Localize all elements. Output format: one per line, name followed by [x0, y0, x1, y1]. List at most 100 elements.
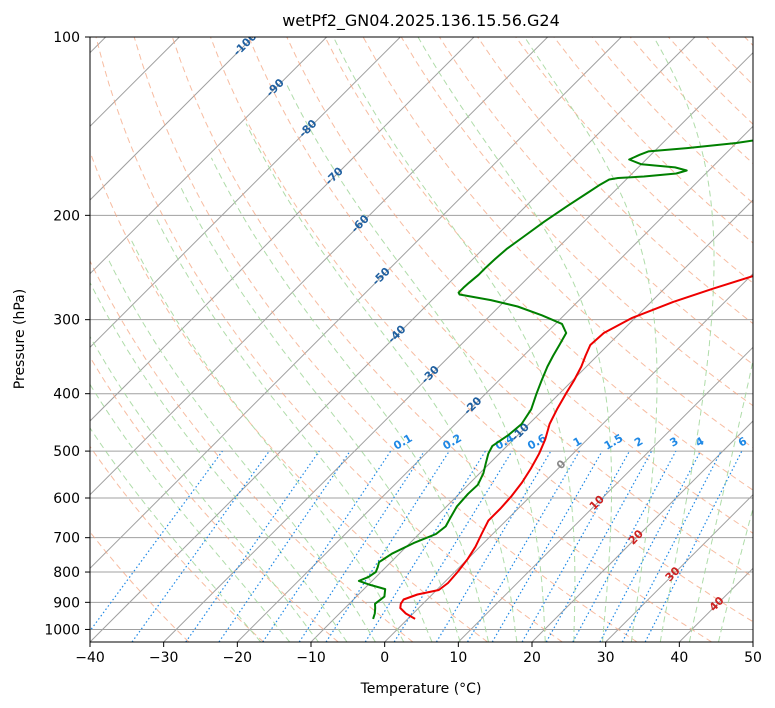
dry-adiabat: [248, 37, 753, 578]
dry-adiabat: [95, 37, 563, 642]
y-tick-label: 200: [53, 208, 80, 224]
mixing-ratio-line: [325, 450, 450, 642]
dry-adiabat: [438, 37, 753, 366]
x-axis-label: Temperature (°C): [360, 681, 482, 697]
dewpoint-profile: [357, 139, 753, 620]
moist-adiabat: [90, 383, 291, 642]
isotherm-line: [163, 51, 753, 642]
isotherm-line: [457, 346, 753, 642]
y-tick-label: 100: [53, 30, 80, 46]
isotherm-line: [678, 567, 753, 642]
mixing-ratio-line: [185, 450, 320, 642]
moist-adiabat: [688, 358, 753, 642]
dry-adiabat: [90, 531, 190, 642]
isotherm-label: 10: [587, 492, 607, 512]
moist-adiabat: [180, 187, 461, 642]
mixing-ratio-line: [644, 450, 743, 642]
mixing-ratio-line: [90, 450, 223, 632]
isotherm-line: [90, 37, 549, 496]
dry-adiabat: [668, 37, 753, 125]
isotherm-label: -40: [385, 322, 408, 345]
x-tick-label: 10: [449, 650, 467, 666]
mixing-ratio-label: 0.6: [525, 431, 549, 452]
x-tick-label: 30: [597, 650, 615, 666]
dry-adiabat: [591, 37, 753, 204]
moist-adiabat: [718, 506, 753, 642]
y-tick-label: 800: [53, 565, 80, 581]
x-tick-label: −40: [75, 650, 105, 666]
isotherm-label: -100: [231, 30, 260, 59]
mixing-ratio-line: [435, 450, 552, 642]
dry-adiabat: [744, 37, 753, 47]
moist-adiabat: [332, 37, 576, 642]
moist-adiabat: [90, 427, 262, 642]
temperature-profile: [399, 275, 753, 620]
dry-adiabat: [90, 259, 414, 642]
y-tick-label: 400: [53, 387, 80, 403]
chart-title: wetPf2_GN04.2025.136.15.56.G24: [282, 11, 560, 31]
dry-adiabat: [324, 37, 753, 491]
y-tick-label: 600: [53, 491, 80, 507]
isotherm-line: [236, 125, 753, 642]
mixing-ratio-label: 4: [693, 434, 706, 449]
x-tick-label: −30: [149, 650, 179, 666]
y-tick-label: 900: [53, 595, 80, 611]
dry-adiabat: [210, 37, 753, 623]
y-axis-label: Pressure (hPa): [12, 289, 28, 389]
dry-adiabat: [286, 37, 753, 534]
moist-adiabat: [417, 37, 612, 642]
background-lines: [90, 37, 753, 642]
moist-adiabat: [524, 37, 658, 642]
x-tick-label: −10: [296, 650, 326, 666]
y-tick-label: 500: [53, 444, 80, 460]
dry-adiabat: [90, 356, 339, 642]
x-tick-label: 0: [380, 650, 389, 666]
y-tick-label: 300: [53, 313, 80, 329]
mixing-ratio-line: [599, 450, 702, 642]
mixing-ratio-line: [262, 450, 392, 642]
mixing-ratio-label: 6: [736, 434, 749, 449]
mixing-ratio-line: [545, 450, 653, 642]
plot-frame: [89, 36, 754, 643]
moist-adiabat: [106, 256, 376, 642]
y-axis-ticks: 100 200 300 400 500 600 700 800 900 1000: [44, 30, 90, 638]
isotherm-line: [531, 420, 753, 642]
mixing-ratio-line: [466, 450, 580, 642]
mixing-ratio-line: [393, 450, 513, 642]
isotherm-line: [90, 37, 328, 275]
mixing-ratio-line: [491, 450, 603, 642]
x-axis-ticks: −40 −30 −20 −10 0 10 20 30 40 50: [75, 642, 762, 666]
moist-adiabat: [90, 281, 348, 642]
mixing-ratio-line: [521, 450, 631, 642]
isotherm-label: 20: [626, 527, 646, 547]
x-tick-label: 20: [523, 650, 541, 666]
mixing-ratio-line: [364, 450, 486, 642]
mixing-ratio-label: 0.1: [391, 432, 414, 453]
isotherm-line: [605, 493, 753, 642]
isotherm-label: 0: [554, 457, 569, 472]
isotherm-line: [90, 37, 254, 201]
mixing-ratio-line: [572, 450, 677, 642]
moist-adiabat: [90, 335, 319, 642]
x-tick-label: 40: [670, 650, 688, 666]
series-layer: [357, 139, 753, 620]
moist-adiabat: [285, 83, 546, 642]
dry-adiabat: [90, 445, 264, 642]
moist-adiabat: [245, 123, 518, 642]
isotherm-line: [90, 37, 696, 642]
x-tick-label: 50: [744, 650, 762, 666]
mixing-ratio-line: [218, 450, 351, 642]
isotherm-line: [90, 37, 475, 422]
moist-adiabat: [653, 37, 715, 642]
mixing-ratio-label: 1.5: [602, 432, 625, 453]
isotherm-line: [90, 37, 622, 570]
x-tick-label: −20: [223, 650, 253, 666]
mixing-ratio-label: 8: [761, 435, 774, 450]
dry-adiabat: [171, 37, 712, 642]
dry-adiabat: [477, 37, 753, 325]
mixing-ratio-label: 2: [632, 435, 645, 450]
isotherm-line: [752, 641, 753, 642]
isotherm-line: [384, 272, 753, 642]
dry-adiabat: [515, 37, 753, 284]
